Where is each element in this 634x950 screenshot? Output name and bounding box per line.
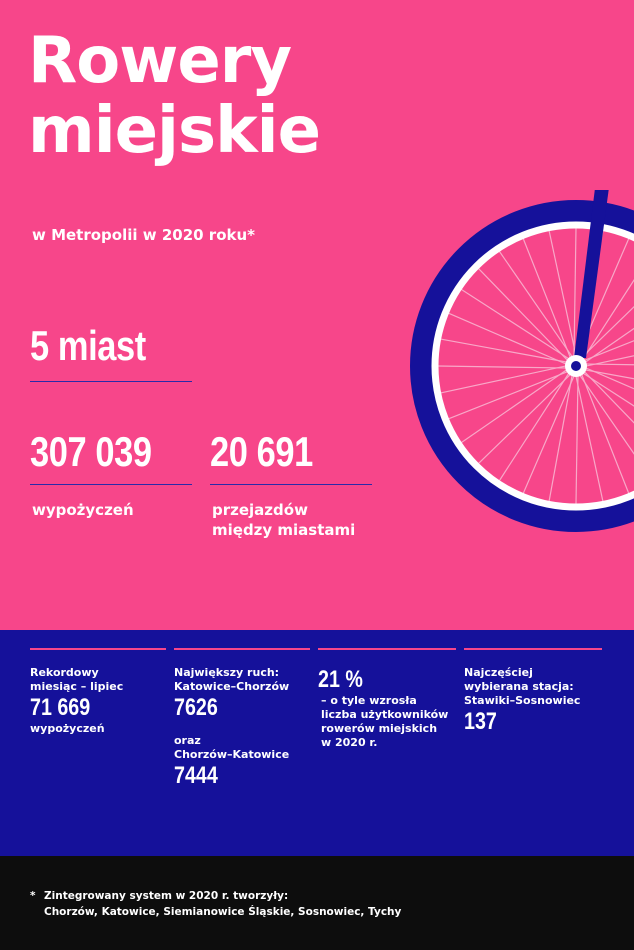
wheel-spoke <box>478 371 574 465</box>
wheel-spoke <box>448 369 572 420</box>
fact-divider <box>30 648 166 650</box>
fact-divider <box>318 648 456 650</box>
wheel-spoke <box>581 355 634 368</box>
fact-busiest-route: Największy ruch: Katowice–Chorzów 7626 o… <box>174 648 310 790</box>
fact-text: Stawiki–Sosnowiec <box>464 694 581 707</box>
wheel-spoke <box>522 238 573 362</box>
wheel-spoke <box>576 371 634 455</box>
wheel-spoke <box>440 364 571 394</box>
wheel-spoke <box>578 305 634 361</box>
divider <box>30 381 192 382</box>
fact-value: 21 % <box>318 666 363 693</box>
fact-value: 7444 <box>174 762 218 789</box>
wheel-spoke <box>574 371 604 502</box>
fact-text: liczba użytkowników <box>321 708 449 721</box>
wheel-spoke <box>581 365 634 390</box>
fact-text: oraz <box>174 734 201 747</box>
fact-text: wypożyczeń <box>30 722 105 735</box>
fact-user-growth: 21 % – o tyle wzrosła liczba użytkownikó… <box>318 648 456 750</box>
fact-text: Najczęściej <box>464 666 533 679</box>
fact-value: 137 <box>464 708 497 735</box>
footnote-line-2: Chorzów, Katowice, Siemianowice Śląskie,… <box>44 906 402 918</box>
fact-text: Rekordowy <box>30 666 99 679</box>
hero-section: Rowery miejskie w Metropolii w 2020 roku… <box>0 0 634 630</box>
fact-text: Chorzów–Katowice <box>174 748 290 761</box>
wheel-spoke <box>581 363 634 366</box>
footnote-marker: * <box>30 890 36 902</box>
title-line-1: Rowery <box>28 24 292 98</box>
wheel-spoke <box>498 250 576 361</box>
bicycle-wheel-icon <box>410 190 634 532</box>
wheel-spoke <box>548 230 578 361</box>
intercity-label-line-2: między miastami <box>212 521 356 539</box>
wheel-spoke <box>573 227 577 361</box>
footnote-line-1: Zintegrowany system w 2020 r. tworzyły: <box>44 890 289 902</box>
wheel-spoke <box>477 268 571 364</box>
subtitle: w Metropolii w 2020 roku* <box>32 226 255 244</box>
fact-text: – o tyle wzrosła <box>321 694 417 707</box>
divider <box>210 484 372 485</box>
wheel-spoke <box>579 370 634 407</box>
fact-divider <box>464 648 602 650</box>
divider <box>30 484 192 485</box>
wheel-spoke <box>522 371 577 494</box>
fact-text: wybierana stacja: <box>464 680 574 693</box>
wheel-spoke <box>440 338 571 364</box>
wheel-spoke <box>460 366 571 444</box>
fact-text: Największy ruch: <box>174 666 280 679</box>
wheel-spoke <box>581 327 634 366</box>
rentals-label: wypożyczeń <box>32 501 134 519</box>
fact-record-month: Rekordowy miesiąc – lipiec 71 669 wypoży… <box>30 648 166 736</box>
intercity-label-line-1: przejazdów <box>212 501 308 519</box>
wheel-spoke <box>581 368 634 380</box>
fact-divider <box>174 648 310 650</box>
wheel-spoke <box>580 279 634 363</box>
fact-text: w 2020 r. <box>321 736 378 749</box>
wheel-spoke <box>460 288 573 362</box>
page-title: Rowery miejskie <box>28 24 321 168</box>
fact-text: miesiąc – lipiec <box>30 680 124 693</box>
facts-section <box>0 630 634 856</box>
cities-count: 5 miast <box>30 322 146 369</box>
wheel-spoke <box>580 340 634 363</box>
intercity-label: przejazdów między miastami <box>212 500 355 540</box>
wheel-spoke <box>581 368 634 424</box>
fact-text: rowerów miejskich <box>321 722 438 735</box>
wheel-spoke <box>579 370 630 494</box>
fact-text: Katowice–Chorzów <box>174 680 290 693</box>
fact-top-station: Najczęściej wybierana stacja: Stawiki–So… <box>464 648 602 736</box>
wheel-spoke <box>548 371 574 502</box>
wheel-spoke <box>575 371 579 505</box>
intercity-value: 20 691 <box>210 428 313 475</box>
footer-section <box>0 856 634 950</box>
wheel-spoke <box>448 312 571 367</box>
fact-value: 7626 <box>174 694 218 721</box>
title-line-2: miejskie <box>28 94 321 168</box>
wheel-spoke <box>498 369 572 482</box>
wheel-spoke <box>437 365 571 369</box>
fact-value: 71 669 <box>30 694 91 721</box>
rentals-value: 307 039 <box>30 428 152 475</box>
footnote: * Zintegrowany system w 2020 r. tworzyły… <box>30 888 401 920</box>
